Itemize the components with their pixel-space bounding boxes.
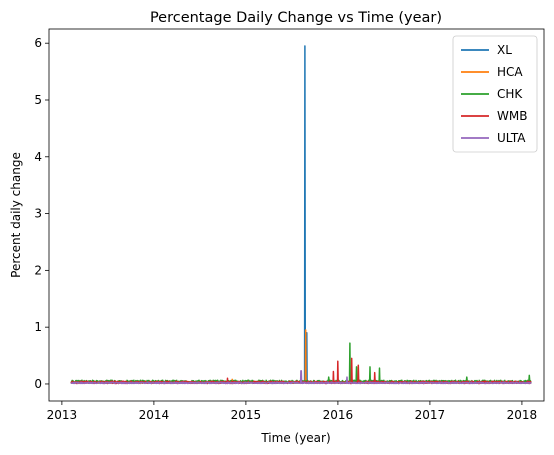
x-tick-label: 2014 <box>139 408 170 422</box>
x-tick-label: 2013 <box>47 408 78 422</box>
x-tick-label: 2018 <box>507 408 538 422</box>
plot-frame <box>48 28 545 402</box>
y-tick-label: 6 <box>34 36 42 50</box>
x-axis-label: Time (year) <box>260 431 330 445</box>
y-tick-label: 2 <box>34 263 42 277</box>
legend-label-xl: XL <box>497 43 512 57</box>
chart-title: Percentage Daily Change vs Time (year) <box>150 10 442 26</box>
legend-label-hca: HCA <box>497 65 523 79</box>
y-tick-label: 3 <box>34 207 42 221</box>
legend-label-wmb: WMB <box>497 109 527 123</box>
y-tick-label: 4 <box>34 150 42 164</box>
y-tick-label: 1 <box>34 320 42 334</box>
x-tick-label: 2017 <box>415 408 446 422</box>
y-axis-label: Percent daily change <box>9 152 23 278</box>
legend-box <box>452 35 538 153</box>
x-tick-label: 2016 <box>323 408 354 422</box>
x-axis: 2013 2014 2015 2016 2017 2018 <box>47 401 538 422</box>
legend-label-chk: CHK <box>497 87 523 101</box>
y-axis: 0 1 2 3 4 5 6 <box>34 36 49 391</box>
series-line-ulta <box>70 370 532 385</box>
series-layer <box>70 45 532 385</box>
legend-label-ulta: ULTA <box>497 131 526 145</box>
y-tick-label: 0 <box>34 377 42 391</box>
legend: XL HCA CHK WMB ULTA <box>452 35 538 153</box>
x-tick-label: 2015 <box>231 408 262 422</box>
y-tick-label: 5 <box>34 93 42 107</box>
